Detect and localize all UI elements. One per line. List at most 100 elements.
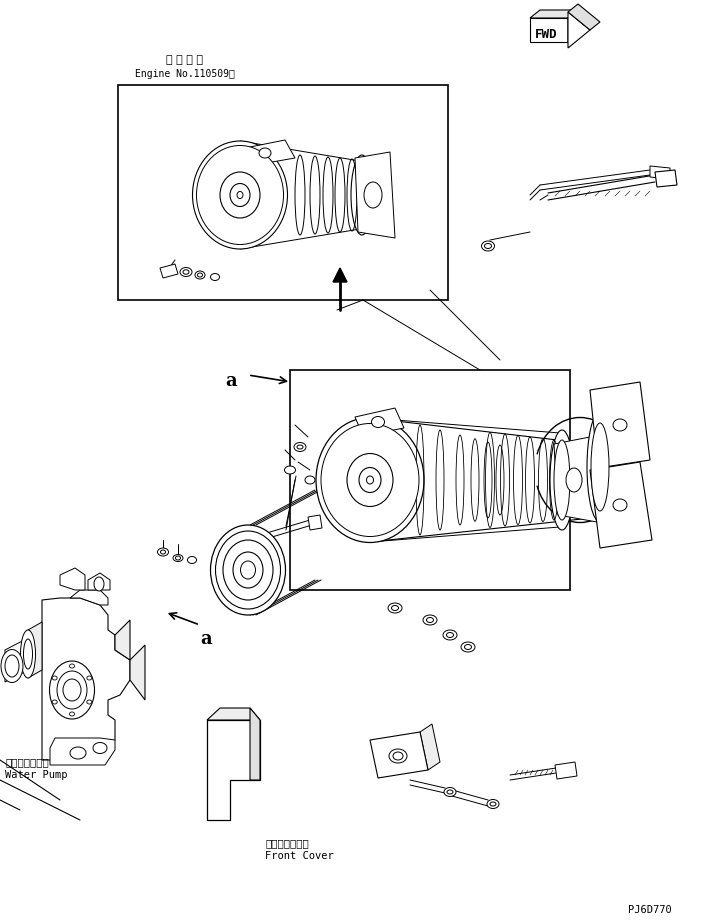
Circle shape <box>348 487 351 490</box>
Text: Engine No.110509～: Engine No.110509～ <box>135 69 235 79</box>
Circle shape <box>239 216 242 218</box>
Circle shape <box>361 475 364 478</box>
Circle shape <box>223 232 225 235</box>
Ellipse shape <box>587 412 613 522</box>
Circle shape <box>245 171 248 174</box>
Ellipse shape <box>197 146 283 244</box>
Circle shape <box>228 188 231 191</box>
Circle shape <box>343 482 346 484</box>
Circle shape <box>228 166 231 169</box>
Circle shape <box>256 199 258 202</box>
Polygon shape <box>290 370 570 590</box>
Circle shape <box>391 499 393 502</box>
Ellipse shape <box>197 273 203 277</box>
Circle shape <box>212 199 214 202</box>
Circle shape <box>409 482 412 484</box>
Circle shape <box>378 499 381 502</box>
Circle shape <box>337 470 339 472</box>
Circle shape <box>396 494 399 496</box>
Polygon shape <box>207 720 260 820</box>
Circle shape <box>217 166 220 169</box>
Ellipse shape <box>372 416 385 427</box>
Polygon shape <box>70 590 108 605</box>
Circle shape <box>212 210 214 213</box>
Circle shape <box>372 494 375 496</box>
Circle shape <box>217 204 220 207</box>
Ellipse shape <box>57 671 87 709</box>
Circle shape <box>228 199 231 202</box>
Circle shape <box>230 207 232 209</box>
Circle shape <box>372 458 375 460</box>
Circle shape <box>354 494 357 496</box>
Circle shape <box>239 171 242 174</box>
Circle shape <box>234 177 236 180</box>
Circle shape <box>391 446 393 449</box>
Circle shape <box>245 182 248 185</box>
Ellipse shape <box>52 676 57 680</box>
Circle shape <box>373 490 375 492</box>
Ellipse shape <box>613 499 627 511</box>
Circle shape <box>354 463 357 466</box>
Circle shape <box>234 199 236 202</box>
Circle shape <box>348 482 351 484</box>
Polygon shape <box>530 18 568 42</box>
Circle shape <box>223 171 225 174</box>
Circle shape <box>223 210 225 213</box>
Circle shape <box>261 216 264 218</box>
Circle shape <box>385 451 388 454</box>
Circle shape <box>330 499 333 502</box>
Circle shape <box>228 216 231 218</box>
Circle shape <box>261 210 264 213</box>
Circle shape <box>256 166 258 169</box>
Circle shape <box>230 197 232 199</box>
Circle shape <box>212 182 214 185</box>
Circle shape <box>272 210 275 213</box>
Polygon shape <box>5 638 28 682</box>
Circle shape <box>250 171 253 174</box>
Circle shape <box>343 451 346 454</box>
Circle shape <box>348 451 351 454</box>
Circle shape <box>363 495 365 497</box>
Circle shape <box>383 490 385 492</box>
Circle shape <box>266 182 269 185</box>
Ellipse shape <box>294 442 306 451</box>
Circle shape <box>367 470 370 472</box>
Circle shape <box>403 494 405 496</box>
Circle shape <box>391 511 393 515</box>
Circle shape <box>383 484 385 487</box>
Ellipse shape <box>423 615 437 625</box>
Circle shape <box>363 465 365 467</box>
Circle shape <box>354 446 357 449</box>
Circle shape <box>250 227 253 229</box>
Ellipse shape <box>359 468 381 493</box>
Circle shape <box>250 182 253 185</box>
Circle shape <box>245 188 248 191</box>
Circle shape <box>358 470 360 472</box>
Circle shape <box>239 188 242 191</box>
Ellipse shape <box>389 749 407 763</box>
Circle shape <box>223 199 225 202</box>
Circle shape <box>256 171 258 174</box>
Circle shape <box>385 499 388 502</box>
Ellipse shape <box>233 552 263 588</box>
Circle shape <box>234 166 236 169</box>
Circle shape <box>261 160 264 163</box>
Circle shape <box>235 177 237 179</box>
Circle shape <box>256 177 258 180</box>
Circle shape <box>240 192 242 194</box>
Circle shape <box>261 199 264 202</box>
Circle shape <box>228 232 231 235</box>
Circle shape <box>266 204 269 207</box>
Circle shape <box>354 470 357 472</box>
Circle shape <box>368 484 370 487</box>
Circle shape <box>361 434 364 437</box>
Circle shape <box>378 487 381 490</box>
Circle shape <box>409 487 412 490</box>
Circle shape <box>354 487 357 490</box>
Ellipse shape <box>160 550 166 554</box>
Circle shape <box>368 470 370 472</box>
Circle shape <box>245 177 248 180</box>
Circle shape <box>348 475 351 478</box>
Polygon shape <box>568 10 578 42</box>
Ellipse shape <box>443 630 457 640</box>
